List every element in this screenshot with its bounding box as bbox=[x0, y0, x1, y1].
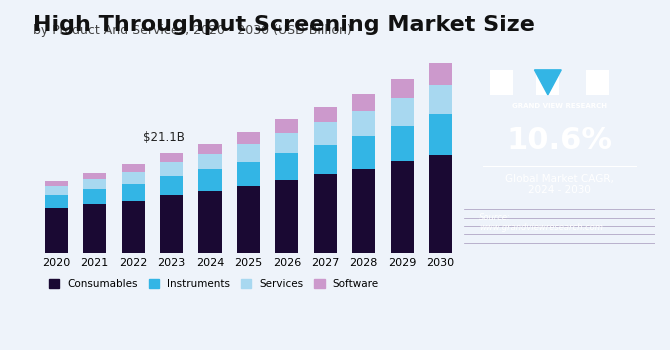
Polygon shape bbox=[535, 70, 561, 95]
FancyBboxPatch shape bbox=[490, 70, 513, 95]
Legend: Consumables, Instruments, Services, Software: Consumables, Instruments, Services, Soft… bbox=[45, 275, 383, 294]
Bar bbox=[160, 153, 183, 162]
Text: Global Market CAGR,
2024 - 2030: Global Market CAGR, 2024 - 2030 bbox=[505, 174, 614, 195]
Bar bbox=[275, 180, 298, 253]
Text: by Product And Services, 2020 - 2030 (USD Billion): by Product And Services, 2020 - 2030 (US… bbox=[34, 23, 352, 36]
Bar bbox=[352, 111, 375, 136]
Bar bbox=[429, 155, 452, 253]
FancyBboxPatch shape bbox=[537, 70, 559, 95]
Bar bbox=[391, 161, 413, 253]
Bar bbox=[237, 144, 260, 162]
Bar bbox=[198, 144, 222, 154]
Bar bbox=[237, 132, 260, 144]
Bar bbox=[45, 186, 68, 195]
Bar bbox=[352, 168, 375, 253]
Bar bbox=[45, 181, 68, 186]
Bar bbox=[121, 201, 145, 253]
Bar bbox=[275, 133, 298, 153]
Bar bbox=[45, 195, 68, 208]
Bar bbox=[429, 114, 452, 155]
Bar bbox=[275, 119, 298, 133]
Bar bbox=[237, 186, 260, 253]
Bar bbox=[352, 94, 375, 111]
Bar bbox=[237, 162, 260, 186]
Bar bbox=[314, 122, 337, 145]
Text: 10.6%: 10.6% bbox=[507, 126, 612, 155]
Bar bbox=[429, 63, 452, 85]
Bar bbox=[160, 162, 183, 176]
Bar bbox=[160, 176, 183, 195]
Bar bbox=[121, 164, 145, 172]
Bar bbox=[391, 126, 413, 161]
Bar bbox=[160, 195, 183, 253]
Bar bbox=[275, 153, 298, 180]
Text: Source:
www.grandviewresearch.com: Source: www.grandviewresearch.com bbox=[479, 213, 603, 232]
Bar bbox=[83, 204, 107, 253]
Bar bbox=[429, 85, 452, 114]
Bar bbox=[314, 145, 337, 174]
Bar bbox=[198, 190, 222, 253]
Bar bbox=[121, 184, 145, 201]
Bar bbox=[352, 136, 375, 168]
Bar bbox=[83, 173, 107, 179]
Bar bbox=[83, 189, 107, 204]
Text: GRAND VIEW RESEARCH: GRAND VIEW RESEARCH bbox=[512, 103, 607, 109]
Bar bbox=[198, 169, 222, 190]
Bar bbox=[314, 107, 337, 122]
Text: High Throughput Screening Market Size: High Throughput Screening Market Size bbox=[34, 15, 535, 35]
Bar bbox=[391, 79, 413, 98]
FancyBboxPatch shape bbox=[586, 70, 609, 95]
Bar bbox=[45, 208, 68, 253]
Bar bbox=[391, 98, 413, 126]
Bar bbox=[83, 179, 107, 189]
Bar bbox=[314, 174, 337, 253]
Text: $21.1B: $21.1B bbox=[143, 131, 185, 144]
Bar bbox=[121, 172, 145, 184]
Bar bbox=[198, 154, 222, 169]
